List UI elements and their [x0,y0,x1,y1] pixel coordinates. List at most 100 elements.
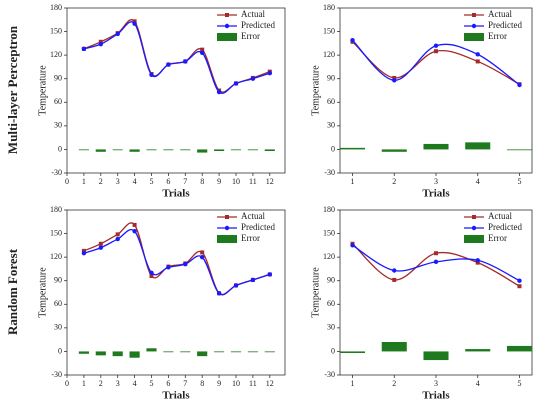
legend-label: Error [241,233,260,243]
marker [115,236,120,242]
marker [149,72,154,77]
x-tick-label: 9 [217,177,221,186]
y-tick-label: 90 [54,74,62,83]
legend-label: Predicted [241,222,275,232]
error-bar [129,351,140,358]
legend-label: Predicted [488,222,522,232]
x-tick-label: 7 [183,379,187,388]
marker [200,47,205,52]
error-bar [230,149,242,151]
x-tick-label: 1 [351,379,355,388]
y-tick-label: 120 [50,252,62,261]
y-tick-label: 180 [323,3,335,12]
marker [392,277,397,282]
marker [392,78,397,83]
error-bar [163,351,174,353]
marker [132,19,137,24]
error-bar [197,351,208,357]
error-bar [264,149,275,151]
x-tick-label: 2 [392,177,396,186]
error-bar [180,149,191,151]
x-tick-label: 6 [166,177,170,186]
legend-marker [225,215,229,219]
legend-label: Predicted [241,20,275,30]
legend-marker [471,23,477,29]
error-bar [129,149,140,152]
y-tick-label: -30 [51,168,62,177]
marker [216,89,222,95]
legend-swatch [217,33,237,41]
legend-marker [472,215,476,219]
row-label: Random Forest [5,248,20,335]
error-bar [381,342,407,352]
y-tick-label: 150 [50,228,62,237]
error-bar [465,142,491,150]
y-tick-label: 90 [327,276,335,285]
marker [350,243,355,248]
error-bar [247,149,258,151]
y-tick-label: 150 [323,26,335,35]
x-tick-label: 8 [200,177,204,186]
marker [199,50,205,55]
marker [81,251,87,256]
marker [115,232,120,237]
x-axis-label: Trials [422,390,450,402]
marker [434,49,438,54]
marker [98,41,103,47]
marker [233,81,239,86]
error-bar [381,149,407,152]
y-axis-label: Temperature [37,267,48,318]
x-tick-label: 2 [392,379,396,388]
error-bar [112,149,123,151]
row-label: Multi-layer Perceptron [5,25,20,154]
y-tick-label: -30 [324,370,335,379]
error-bar [95,351,106,356]
x-tick-label: 4 [476,379,480,388]
x-tick-label: 5 [517,177,521,186]
x-tick-label: 3 [434,177,438,186]
x-tick-label: 1 [82,177,86,186]
x-tick-label: 12 [266,177,274,186]
y-axis-label: Temperature [37,65,48,116]
legend-swatch [217,235,237,243]
legend-label: Actual [241,211,265,221]
marker [149,274,154,278]
series-line [352,243,520,287]
y-tick-label: 120 [323,50,335,59]
error-bar [264,351,275,353]
marker [433,43,439,48]
marker [132,222,137,227]
x-tick-label: 1 [351,177,355,186]
legend-label: Actual [488,9,512,19]
error-bar [506,149,532,151]
marker [166,62,171,67]
x-tick-label: 12 [266,379,274,388]
marker [350,38,355,43]
legend-swatch [464,33,484,41]
legend-label: Actual [488,211,512,221]
y-tick-label: -30 [324,168,335,177]
y-tick-label: 120 [323,252,335,261]
marker [115,31,120,37]
x-tick-label: 5 [149,177,153,186]
x-axis-label: Trials [422,188,450,200]
marker [475,258,480,263]
marker [81,46,87,52]
y-tick-label: 120 [50,50,62,59]
x-tick-label: 1 [82,379,86,388]
error-bar [180,351,191,353]
marker [216,291,222,296]
x-tick-label: 2 [99,177,103,186]
y-tick-label: 60 [54,299,62,308]
marker [98,245,103,250]
x-tick-label: 5 [517,379,521,388]
y-axis-label: Temperature [310,267,321,318]
y-tick-label: 30 [54,323,62,332]
marker [392,75,397,80]
marker [233,283,239,288]
error-bar [423,143,449,150]
error-bar [95,149,106,152]
y-tick-label: 180 [323,205,335,214]
y-tick-label: 150 [323,228,335,237]
